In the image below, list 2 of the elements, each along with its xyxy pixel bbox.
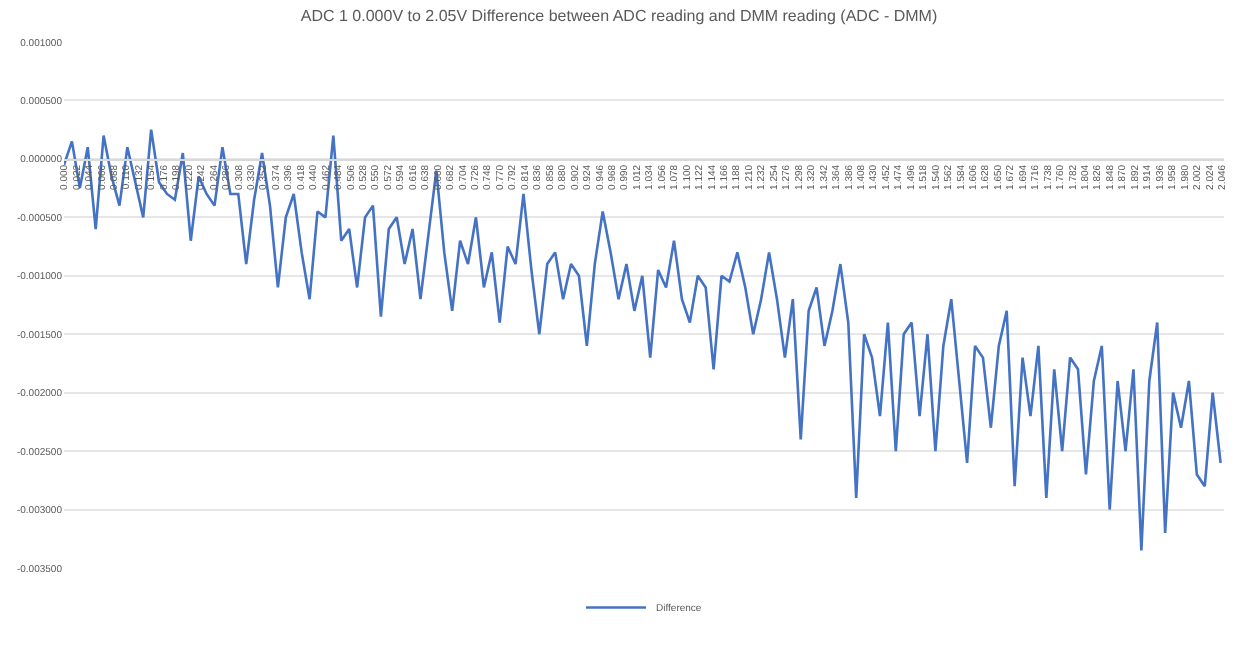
chart-title: ADC 1 0.000V to 2.05V Difference between ADC reading and DMM reading (ADC - DMM) xyxy=(300,6,938,25)
line-series xyxy=(64,128,1222,552)
